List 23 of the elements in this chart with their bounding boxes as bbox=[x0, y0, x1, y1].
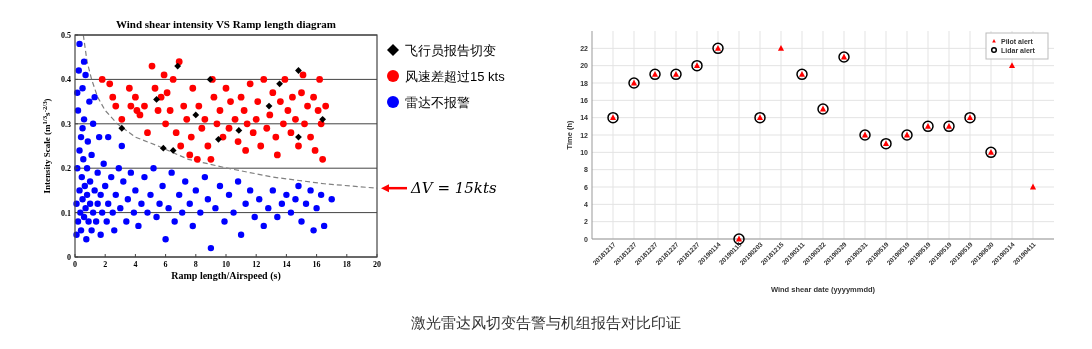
x-tick-label: 0 bbox=[73, 260, 77, 269]
y-tick-label: 0.4 bbox=[61, 75, 71, 85]
x-tick-label: 6 bbox=[163, 260, 168, 269]
text: 激光雷达风切变告警与机组报告对比印证 bbox=[411, 314, 681, 331]
y-tick-label: 0.1 bbox=[61, 208, 71, 218]
x-tick-label: 2 bbox=[103, 260, 108, 269]
legend-label: 飞行员报告切变 bbox=[405, 43, 496, 58]
x-axis-title: Ramp length/Airspeed (s) bbox=[171, 270, 281, 282]
annotation: ΔV = 15kts bbox=[410, 179, 497, 198]
x-tick-label: 10 bbox=[222, 260, 230, 269]
y-tick-label: 0.3 bbox=[61, 119, 71, 129]
x-tick-label: 14 bbox=[282, 260, 291, 269]
x-tick-label: 20 bbox=[373, 260, 381, 269]
x-tick-label: 12 bbox=[252, 260, 261, 269]
y-tick-label: 0.5 bbox=[61, 31, 71, 40]
x-tick-label: 16 bbox=[312, 260, 321, 269]
chart-title: Wind shear intensity VS Ramp length diagram bbox=[115, 18, 337, 30]
legend-label: 雷达不报警 bbox=[405, 95, 470, 110]
y-tick-label: 0.2 bbox=[61, 164, 71, 174]
legend-label: 风速差超过15 kts bbox=[405, 69, 506, 84]
x-tick-label: 18 bbox=[342, 260, 351, 269]
x-tick-label: 4 bbox=[133, 260, 138, 269]
x-tick-label: 8 bbox=[193, 260, 198, 269]
